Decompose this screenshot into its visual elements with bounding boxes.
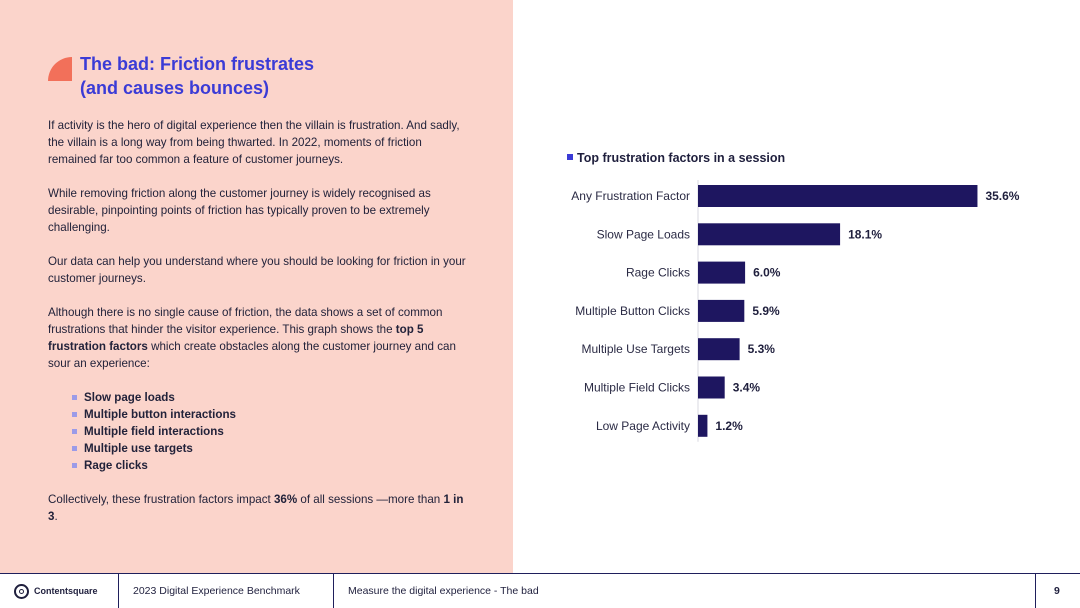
category-label: Multiple Use Targets [582,342,691,356]
paragraph-1: If activity is the hero of digital exper… [48,119,460,166]
value-label: 3.4% [733,381,761,395]
bar [698,223,841,246]
bullet-item: Slow page loads [72,389,473,406]
bar [698,376,725,399]
p5-text-a: Collectively, these frustration factors … [48,493,274,506]
value-label: 5.3% [748,342,776,356]
value-label: 18.1% [848,227,882,241]
title-line-2: (and causes bounces) [80,78,270,98]
left-panel: The bad: Friction frustrates (and causes… [0,0,513,573]
category-label: Multiple Button Clicks [575,304,690,318]
p4-text-c: which create obstacles along the custome… [48,340,456,370]
category-label: Low Page Activity [596,419,690,433]
category-label: Slow Page Loads [597,227,690,241]
paragraph-5: Collectively, these frustration factors … [48,491,473,525]
page-number: 9 [1054,585,1060,597]
footer-section: Measure the digital experience - The bad [348,585,539,597]
footer-divider [1035,574,1036,608]
bar [698,261,746,284]
p5-text-c: of all sessions —more than [297,493,444,506]
p5-bold-ratio: 1 in 3 [48,493,464,523]
value-label: 5.9% [752,304,780,318]
bullet-item: Rage clicks [72,457,473,474]
p4-text-a: Although there is no single cause of fri… [48,306,443,336]
p5-bold-percent: 36% [273,493,298,506]
category-label: Multiple Field Clicks [584,381,690,395]
p4-bold: top 5 frustration factors [48,323,424,353]
logo-text: Contentsquare [34,586,98,596]
title-line-1: The bad: Friction frustrates [80,54,315,74]
bullet-list: Slow page loads Multiple button interact… [48,389,473,474]
paragraph-2: While removing friction along the custom… [48,187,431,234]
category-label: Rage Clicks [626,266,690,280]
chart-title-marker [567,154,573,160]
paragraph-3: Our data can help you understand where y… [48,255,466,285]
footer: Contentsquare 2023 Digital Experience Be… [0,573,1080,608]
bar-chart: Any Frustration Factor 35.6% Slow Page Loa… [571,180,1020,442]
body-text: If activity is the hero of digital exper… [48,117,473,542]
accent-shape [48,57,72,81]
bar [698,414,708,437]
category-label: Any Frustration Factor [571,189,690,203]
logo-icon [14,583,29,599]
chart-title-text: Top frustration factors in a session [577,151,786,165]
bar [698,185,978,207]
bullet-item: Multiple field interactions [72,423,473,440]
bullet-item: Multiple button interactions [72,406,473,423]
value-label: 1.2% [715,419,743,433]
value-label: 35.6% [985,189,1019,203]
footer-divider [333,574,334,608]
bar [698,299,745,322]
bullet-item: Multiple use targets [72,440,473,457]
value-label: 6.0% [753,266,781,280]
page-title: The bad: Friction frustrates (and causes… [80,52,480,100]
paragraph-4: Although there is no single cause of fri… [48,304,473,372]
footer-logo: Contentsquare [14,574,98,608]
p5-text-e: . [54,510,58,523]
bar [698,338,740,361]
chart-title: Top frustration factors in a session [567,151,785,165]
footer-divider [118,574,119,608]
footer-report: 2023 Digital Experience Benchmark [133,585,300,597]
